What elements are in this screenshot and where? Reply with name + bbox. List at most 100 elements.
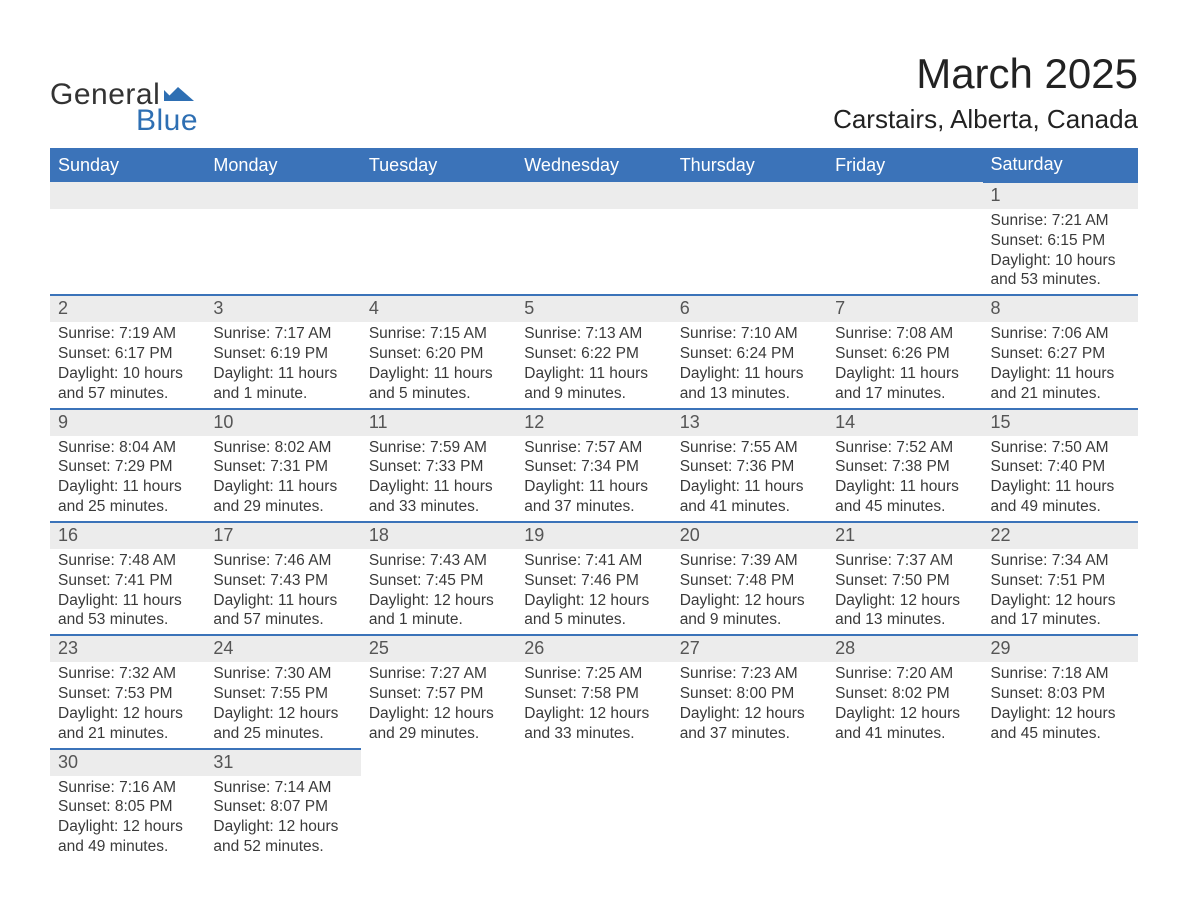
weekday-header: Friday bbox=[827, 148, 982, 182]
sunset-text: Sunset: 7:58 PM bbox=[524, 684, 663, 704]
day-number-cell: 1 bbox=[983, 182, 1138, 209]
day-number-cell: 23 bbox=[50, 635, 205, 662]
day-body-cell: Sunrise: 7:41 AMSunset: 7:46 PMDaylight:… bbox=[516, 549, 671, 635]
sunset-text: Sunset: 6:24 PM bbox=[680, 344, 819, 364]
day2-text: and 9 minutes. bbox=[524, 384, 663, 404]
day2-text: and 29 minutes. bbox=[213, 497, 352, 517]
day-body-cell bbox=[361, 209, 516, 295]
day2-text: and 25 minutes. bbox=[58, 497, 197, 517]
day-body-cell bbox=[50, 209, 205, 295]
day-body-cell bbox=[516, 209, 671, 295]
day-body-cell: Sunrise: 7:50 AMSunset: 7:40 PMDaylight:… bbox=[983, 436, 1138, 522]
day2-text: and 21 minutes. bbox=[58, 724, 197, 744]
day-body-cell bbox=[205, 209, 360, 295]
day-body-cell: Sunrise: 7:57 AMSunset: 7:34 PMDaylight:… bbox=[516, 436, 671, 522]
day-number-cell bbox=[205, 182, 360, 209]
sunrise-text: Sunrise: 7:06 AM bbox=[991, 324, 1130, 344]
calendar-body: 1Sunrise: 7:21 AMSunset: 6:15 PMDaylight… bbox=[50, 182, 1138, 861]
sunrise-text: Sunrise: 7:48 AM bbox=[58, 551, 197, 571]
day1-text: Daylight: 12 hours bbox=[524, 591, 663, 611]
month-title: March 2025 bbox=[833, 50, 1138, 98]
sunset-text: Sunset: 7:40 PM bbox=[991, 457, 1130, 477]
day-body-cell: Sunrise: 7:43 AMSunset: 7:45 PMDaylight:… bbox=[361, 549, 516, 635]
day2-text: and 41 minutes. bbox=[835, 724, 974, 744]
weekday-header: Saturday bbox=[983, 148, 1138, 182]
sunrise-text: Sunrise: 7:50 AM bbox=[991, 438, 1130, 458]
day1-text: Daylight: 10 hours bbox=[58, 364, 197, 384]
day1-text: Daylight: 11 hours bbox=[524, 364, 663, 384]
day-number-cell: 12 bbox=[516, 409, 671, 436]
sunset-text: Sunset: 6:19 PM bbox=[213, 344, 352, 364]
sunset-text: Sunset: 7:41 PM bbox=[58, 571, 197, 591]
sunrise-text: Sunrise: 7:10 AM bbox=[680, 324, 819, 344]
day1-text: Daylight: 11 hours bbox=[991, 477, 1130, 497]
day-body-cell: Sunrise: 8:04 AMSunset: 7:29 PMDaylight:… bbox=[50, 436, 205, 522]
day2-text: and 49 minutes. bbox=[58, 837, 197, 857]
sunrise-text: Sunrise: 7:55 AM bbox=[680, 438, 819, 458]
day-body-cell bbox=[672, 209, 827, 295]
day1-text: Daylight: 11 hours bbox=[213, 364, 352, 384]
sunrise-text: Sunrise: 7:19 AM bbox=[58, 324, 197, 344]
day-body-cell bbox=[827, 209, 982, 295]
sunrise-text: Sunrise: 7:30 AM bbox=[213, 664, 352, 684]
sunrise-text: Sunrise: 7:39 AM bbox=[680, 551, 819, 571]
day2-text: and 41 minutes. bbox=[680, 497, 819, 517]
sunrise-text: Sunrise: 7:23 AM bbox=[680, 664, 819, 684]
day2-text: and 57 minutes. bbox=[58, 384, 197, 404]
sunrise-text: Sunrise: 7:52 AM bbox=[835, 438, 974, 458]
weekday-header: Monday bbox=[205, 148, 360, 182]
day-body-row: Sunrise: 7:21 AMSunset: 6:15 PMDaylight:… bbox=[50, 209, 1138, 295]
day1-text: Daylight: 12 hours bbox=[680, 591, 819, 611]
sunset-text: Sunset: 8:00 PM bbox=[680, 684, 819, 704]
day2-text: and 37 minutes. bbox=[524, 497, 663, 517]
day-number-cell: 30 bbox=[50, 749, 205, 776]
day2-text: and 21 minutes. bbox=[991, 384, 1130, 404]
day1-text: Daylight: 11 hours bbox=[991, 364, 1130, 384]
sunset-text: Sunset: 6:22 PM bbox=[524, 344, 663, 364]
day-body-row: Sunrise: 7:19 AMSunset: 6:17 PMDaylight:… bbox=[50, 322, 1138, 408]
day1-text: Daylight: 11 hours bbox=[835, 364, 974, 384]
day-body-cell: Sunrise: 7:37 AMSunset: 7:50 PMDaylight:… bbox=[827, 549, 982, 635]
sunrise-text: Sunrise: 7:08 AM bbox=[835, 324, 974, 344]
day1-text: Daylight: 12 hours bbox=[58, 704, 197, 724]
sunset-text: Sunset: 7:36 PM bbox=[680, 457, 819, 477]
day-number-cell: 7 bbox=[827, 295, 982, 322]
day-body-cell bbox=[983, 776, 1138, 861]
sunset-text: Sunset: 6:27 PM bbox=[991, 344, 1130, 364]
day-body-cell: Sunrise: 7:20 AMSunset: 8:02 PMDaylight:… bbox=[827, 662, 982, 748]
day1-text: Daylight: 11 hours bbox=[369, 477, 508, 497]
sunset-text: Sunset: 7:29 PM bbox=[58, 457, 197, 477]
day-number-row: 9101112131415 bbox=[50, 409, 1138, 436]
day-number-cell: 3 bbox=[205, 295, 360, 322]
day2-text: and 25 minutes. bbox=[213, 724, 352, 744]
day2-text: and 33 minutes. bbox=[369, 497, 508, 517]
day-body-cell: Sunrise: 7:16 AMSunset: 8:05 PMDaylight:… bbox=[50, 776, 205, 861]
day2-text: and 33 minutes. bbox=[524, 724, 663, 744]
day1-text: Daylight: 11 hours bbox=[680, 477, 819, 497]
day2-text: and 37 minutes. bbox=[680, 724, 819, 744]
sunset-text: Sunset: 7:53 PM bbox=[58, 684, 197, 704]
day2-text: and 52 minutes. bbox=[213, 837, 352, 857]
day-number-cell: 4 bbox=[361, 295, 516, 322]
logo: General Blue bbox=[50, 78, 198, 138]
day-body-cell: Sunrise: 7:34 AMSunset: 7:51 PMDaylight:… bbox=[983, 549, 1138, 635]
sunrise-text: Sunrise: 7:14 AM bbox=[213, 778, 352, 798]
day-number-cell bbox=[361, 749, 516, 776]
day1-text: Daylight: 11 hours bbox=[835, 477, 974, 497]
day2-text: and 53 minutes. bbox=[58, 610, 197, 630]
sunrise-text: Sunrise: 7:17 AM bbox=[213, 324, 352, 344]
sunset-text: Sunset: 7:57 PM bbox=[369, 684, 508, 704]
day1-text: Daylight: 12 hours bbox=[835, 591, 974, 611]
sunrise-text: Sunrise: 7:46 AM bbox=[213, 551, 352, 571]
sunset-text: Sunset: 7:50 PM bbox=[835, 571, 974, 591]
day-body-cell: Sunrise: 7:27 AMSunset: 7:57 PMDaylight:… bbox=[361, 662, 516, 748]
sunrise-text: Sunrise: 7:25 AM bbox=[524, 664, 663, 684]
day2-text: and 53 minutes. bbox=[991, 270, 1130, 290]
day-body-cell: Sunrise: 7:13 AMSunset: 6:22 PMDaylight:… bbox=[516, 322, 671, 408]
day-number-cell bbox=[361, 182, 516, 209]
sunset-text: Sunset: 8:07 PM bbox=[213, 797, 352, 817]
day-body-cell: Sunrise: 7:25 AMSunset: 7:58 PMDaylight:… bbox=[516, 662, 671, 748]
day-body-cell: Sunrise: 7:21 AMSunset: 6:15 PMDaylight:… bbox=[983, 209, 1138, 295]
day1-text: Daylight: 11 hours bbox=[680, 364, 819, 384]
day1-text: Daylight: 12 hours bbox=[680, 704, 819, 724]
